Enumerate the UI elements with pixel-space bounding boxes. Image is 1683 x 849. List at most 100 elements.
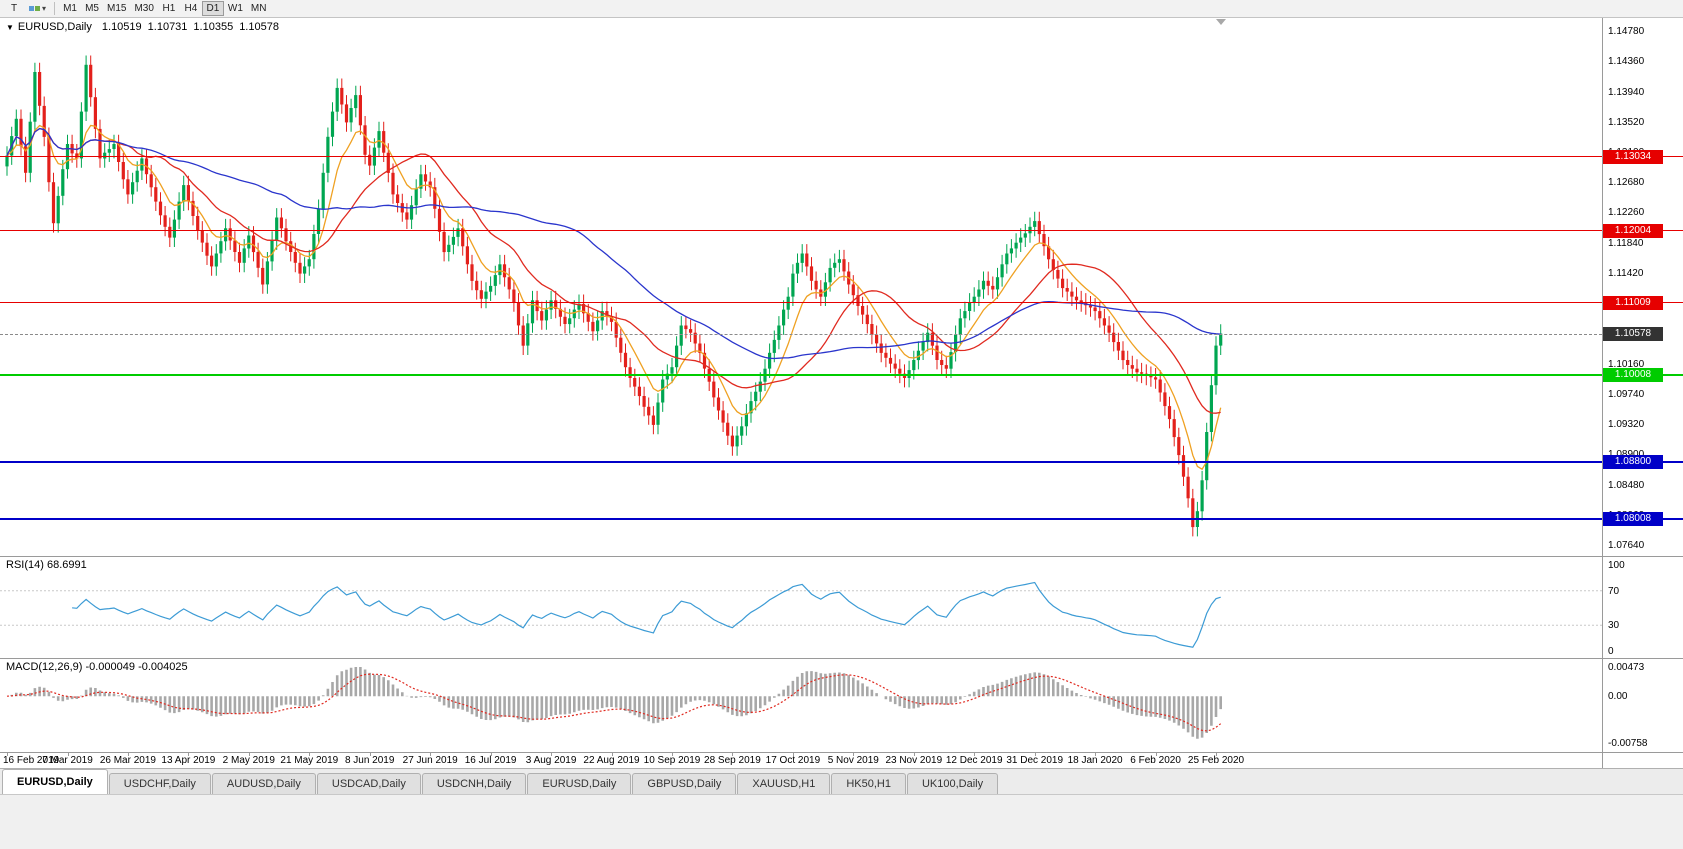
text-tool-button[interactable]: T	[3, 1, 25, 16]
shapes-icon-2	[35, 6, 40, 11]
horizontal-price-line	[0, 230, 1683, 231]
price-axis-label: 1.12260	[1608, 206, 1644, 219]
shapes-icon	[29, 6, 34, 11]
time-axis-label: 12 Dec 2019	[946, 755, 1003, 766]
time-axis-label: 5 Nov 2019	[828, 755, 879, 766]
timeframe-button-m1[interactable]: M1	[59, 1, 81, 16]
axis-separator	[1602, 753, 1603, 768]
time-axis-label: 25 Feb 2020	[1188, 755, 1244, 766]
axis-separator	[1602, 557, 1603, 658]
price-axis-label: 1.09740	[1608, 388, 1644, 401]
horizontal-price-line	[0, 374, 1683, 376]
price-line-badge: 1.08800	[1603, 455, 1663, 469]
time-axis-label: 10 Sep 2019	[644, 755, 701, 766]
time-axis-label: 6 Feb 2020	[1130, 755, 1181, 766]
axis-separator	[1602, 18, 1603, 556]
price-axis-label: 1.09320	[1608, 418, 1644, 431]
objects-tool-button[interactable]: ▾	[25, 1, 50, 16]
timeframe-button-h4[interactable]: H4	[180, 1, 202, 16]
price-axis-label: 1.08480	[1608, 479, 1644, 492]
toolbar-separator	[54, 2, 55, 15]
axis-separator	[1602, 659, 1603, 752]
symbol-menu-icon[interactable]: ▼	[6, 23, 14, 32]
price-axis-label: 1.11840	[1608, 237, 1643, 250]
chart-tab-usdchf-daily[interactable]: USDCHF,Daily	[109, 773, 211, 794]
time-axis-label: 7 Mar 2019	[42, 755, 93, 766]
timeframe-button-m30[interactable]: M30	[130, 1, 157, 16]
chart-open-value: 1.10519	[102, 21, 142, 33]
rsi-axis-label: 100	[1608, 559, 1625, 572]
timeframe-button-m5[interactable]: M5	[81, 1, 103, 16]
timeframe-button-h1[interactable]: H1	[158, 1, 180, 16]
chart-close-value: 1.10578	[239, 21, 279, 33]
chart-shift-marker[interactable]	[1216, 19, 1226, 25]
top-toolbar: T ▾ M1M5M15M30H1H4D1W1MN	[0, 0, 1683, 18]
price-axis-label: 1.14780	[1608, 25, 1644, 38]
rsi-axis-label: 70	[1608, 585, 1619, 598]
time-axis-label: 3 Aug 2019	[526, 755, 577, 766]
price-chart-canvas[interactable]	[0, 18, 1602, 556]
time-axis-label: 26 Mar 2019	[100, 755, 156, 766]
chart-tab-eurusd-daily[interactable]: EURUSD,Daily	[527, 773, 631, 794]
chart-tab-usdcnh-daily[interactable]: USDCNH,Daily	[422, 773, 527, 794]
current-price-line	[0, 334, 1602, 335]
price-line-badge: 1.12004	[1603, 224, 1663, 238]
macd-axis-label: -0.00758	[1608, 737, 1647, 750]
price-line-badge: 1.08008	[1603, 512, 1663, 526]
price-axis-label: 1.14360	[1608, 55, 1644, 68]
price-axis-label: 1.13940	[1608, 86, 1644, 99]
horizontal-price-line	[0, 156, 1683, 157]
rsi-canvas[interactable]	[0, 557, 1602, 658]
price-line-badge: 1.11009	[1603, 296, 1663, 310]
macd-panel[interactable]: MACD(12,26,9) -0.000049 -0.004025 0.0047…	[0, 658, 1683, 752]
macd-axis-label: 0.00473	[1608, 661, 1644, 674]
chart-tab-hk50-h1[interactable]: HK50,H1	[831, 773, 906, 794]
time-axis-label: 13 Apr 2019	[161, 755, 215, 766]
macd-axis-label: 0.00	[1608, 690, 1627, 703]
chart-tabs-bar: EURUSD,DailyUSDCHF,DailyAUDUSD,DailyUSDC…	[0, 768, 1683, 794]
macd-canvas[interactable]	[0, 659, 1602, 752]
bottom-filler	[0, 794, 1683, 849]
price-axis-label: 1.12680	[1608, 176, 1644, 189]
time-axis-label: 31 Dec 2019	[1006, 755, 1063, 766]
horizontal-price-line	[0, 302, 1683, 303]
rsi-panel[interactable]: RSI(14) 68.6991 10070300	[0, 556, 1683, 658]
time-axis-label: 16 Jul 2019	[465, 755, 517, 766]
chart-symbol-label: EURUSD,Daily	[18, 21, 92, 33]
time-axis-label: 23 Nov 2019	[885, 755, 942, 766]
chart-tab-xauusd-h1[interactable]: XAUUSD,H1	[737, 773, 830, 794]
time-axis-label: 18 Jan 2020	[1068, 755, 1123, 766]
time-axis-label: 8 Jun 2019	[345, 755, 395, 766]
time-axis-label: 2 May 2019	[223, 755, 275, 766]
time-axis-label: 21 May 2019	[280, 755, 338, 766]
timeframe-button-d1[interactable]: D1	[202, 1, 224, 16]
timeframe-button-mn[interactable]: MN	[247, 1, 271, 16]
macd-label: MACD(12,26,9) -0.000049 -0.004025	[6, 661, 188, 673]
chart-tab-eurusd-daily[interactable]: EURUSD,Daily	[2, 769, 108, 794]
rsi-label: RSI(14) 68.6991	[6, 559, 87, 571]
time-axis-label: 27 Jun 2019	[403, 755, 458, 766]
price-line-badge: 1.10008	[1603, 368, 1663, 382]
chart-high-value: 1.10731	[148, 21, 188, 33]
chart-tab-uk100-daily[interactable]: UK100,Daily	[907, 773, 998, 794]
horizontal-price-line	[0, 518, 1683, 520]
timeframe-button-m15[interactable]: M15	[103, 1, 130, 16]
price-axis-label: 1.07640	[1608, 539, 1644, 552]
price-axis-label: 1.13520	[1608, 116, 1644, 129]
chart-tab-usdcad-daily[interactable]: USDCAD,Daily	[317, 773, 421, 794]
time-axis-label: 28 Sep 2019	[704, 755, 761, 766]
time-axis-label: 17 Oct 2019	[766, 755, 820, 766]
main-chart-panel[interactable]: ▼ EURUSD,Daily 1.10519 1.10731 1.10355 1…	[0, 18, 1683, 556]
time-axis-label: 22 Aug 2019	[583, 755, 639, 766]
time-axis[interactable]: 16 Feb 20197 Mar 201926 Mar 201913 Apr 2…	[0, 752, 1683, 768]
rsi-axis-label: 0	[1608, 645, 1614, 658]
chart-tab-audusd-daily[interactable]: AUDUSD,Daily	[212, 773, 316, 794]
caret-down-icon: ▾	[42, 4, 46, 13]
price-axis-label: 1.11420	[1608, 267, 1643, 280]
timeframe-buttons: M1M5M15M30H1H4D1W1MN	[59, 1, 270, 16]
chart-title: ▼ EURUSD,Daily 1.10519 1.10731 1.10355 1…	[6, 21, 285, 33]
timeframe-button-w1[interactable]: W1	[224, 1, 247, 16]
horizontal-price-line	[0, 461, 1683, 463]
current-price-badge: 1.10578	[1603, 327, 1663, 341]
chart-tab-gbpusd-daily[interactable]: GBPUSD,Daily	[632, 773, 736, 794]
